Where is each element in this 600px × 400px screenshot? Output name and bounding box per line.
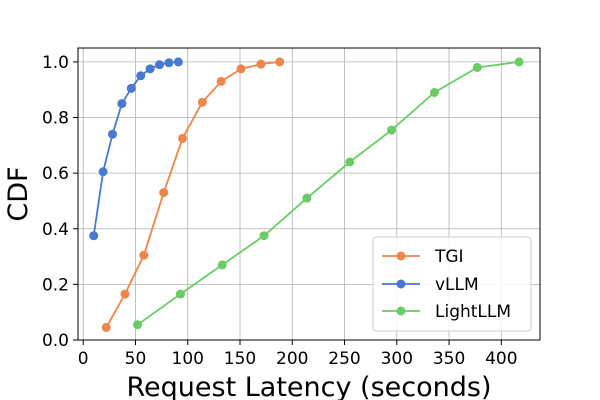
x-tick-label: 400 (485, 349, 517, 369)
series-layer (89, 57, 524, 332)
data-point-vllm (117, 99, 127, 109)
series-line-tgi (105, 61, 280, 328)
data-point-lightllm (217, 260, 227, 270)
data-point-tgi (275, 57, 285, 67)
data-point-tgi (256, 59, 266, 69)
x-tick-label: 350 (433, 349, 465, 369)
x-tick-label: 250 (328, 349, 360, 369)
data-point-tgi (178, 133, 188, 143)
data-point-tgi (101, 322, 111, 332)
data-point-tgi (120, 289, 130, 299)
y-tick-label: 0.0 (42, 331, 69, 351)
data-point-vllm (107, 129, 117, 139)
series-line-vllm (92, 61, 179, 236)
legend-marker-tgi (396, 251, 406, 261)
plot-frame (77, 47, 541, 341)
data-point-vllm (98, 167, 108, 177)
legend-label-vllm: vLLM (435, 275, 479, 295)
x-tick-label: 50 (125, 349, 147, 369)
data-point-tgi (236, 64, 246, 74)
legend-label-lightllm: LightLLM (435, 302, 511, 322)
data-point-vllm (164, 58, 174, 68)
data-point-lightllm (514, 57, 524, 67)
data-point-lightllm (133, 320, 143, 330)
data-point-lightllm (345, 157, 355, 167)
data-point-lightllm (429, 87, 439, 97)
legend-marker-vllm (396, 279, 406, 289)
legend: TGI vLLM LightLLM (372, 236, 532, 332)
legend-label-tgi: TGI (434, 247, 464, 267)
data-point-lightllm (387, 125, 397, 135)
x-tick-label: 300 (381, 349, 413, 369)
legend-marker-lightllm (396, 306, 406, 316)
x-tick-label: 0 (78, 349, 89, 369)
y-axis-title: CDF (3, 166, 34, 221)
data-point-lightllm (302, 193, 312, 203)
data-point-lightllm (472, 62, 482, 72)
x-tick-label: 100 (172, 349, 204, 369)
x-axis-title: Request Latency (seconds) (127, 372, 492, 400)
y-tick-label: 0.2 (42, 275, 69, 295)
data-point-tgi (159, 188, 169, 198)
x-tick-label: 200 (276, 349, 308, 369)
axis-ticks: 0 50 100 150 200 250 300 350 400 0.0 0.2 0.4 0.6 0.8 1… (42, 53, 518, 369)
data-point-vllm (136, 71, 146, 81)
y-tick-label: 0.8 (42, 109, 69, 129)
data-point-tgi (197, 97, 207, 107)
data-point-vllm (126, 83, 136, 93)
data-point-lightllm (259, 231, 269, 241)
x-tick-label: 150 (224, 349, 256, 369)
y-tick-label: 0.6 (42, 164, 69, 184)
data-point-vllm (145, 64, 155, 74)
data-point-tgi (216, 76, 226, 86)
data-point-lightllm (175, 289, 185, 299)
series-line-lightllm (137, 61, 520, 326)
legend-frame (372, 236, 532, 332)
y-tick-label: 0.4 (42, 220, 69, 240)
data-point-vllm (155, 60, 165, 70)
y-tick-label: 1.0 (42, 53, 69, 73)
data-point-vllm (173, 57, 183, 67)
data-point-tgi (139, 250, 149, 260)
data-point-vllm (89, 231, 99, 241)
